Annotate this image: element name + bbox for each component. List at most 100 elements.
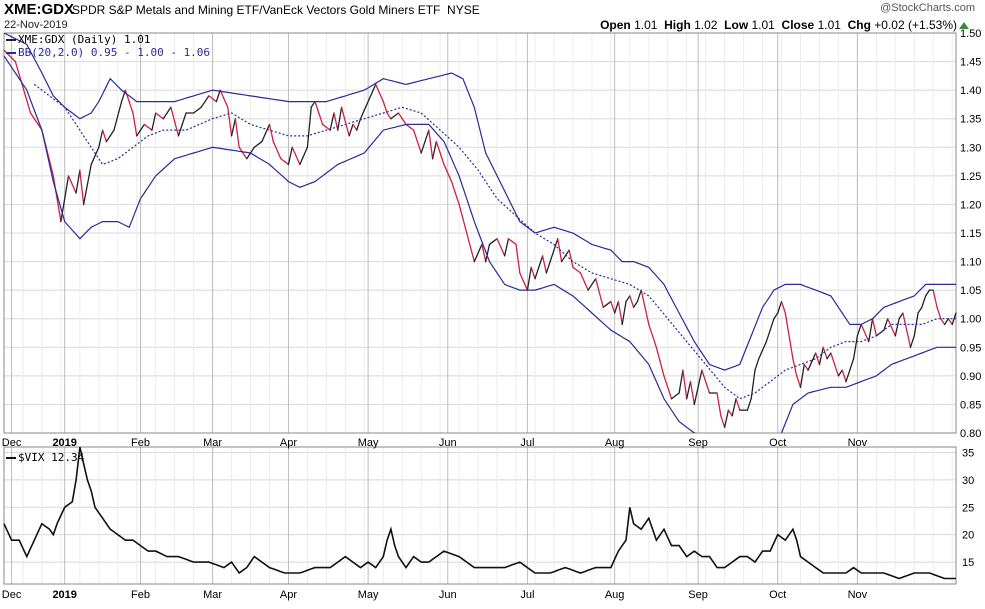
price-legend-swatch (6, 39, 16, 41)
x-tick-label: Jul (520, 437, 534, 449)
vix-line (3, 446, 956, 580)
price-segment (287, 146, 293, 166)
price-segment (143, 123, 149, 128)
price-segment (101, 129, 108, 143)
price-segment (504, 238, 510, 257)
price-segment (485, 243, 491, 263)
price-segment (390, 115, 396, 120)
up-arrow-icon (959, 22, 969, 29)
price-segment (249, 146, 255, 154)
price-segment (340, 106, 347, 123)
price-segment (815, 352, 821, 366)
price-segment (14, 60, 20, 76)
price-segment (549, 249, 555, 263)
price-segment (610, 300, 616, 314)
price-segment (788, 335, 794, 360)
price-segment (158, 115, 164, 120)
price-segment (682, 369, 688, 400)
price-segment (720, 415, 726, 428)
x-tick-label: Sep (688, 437, 708, 449)
panel-frames (3, 32, 957, 585)
price-segment (519, 272, 525, 283)
vix-y-tick-label: 20 (962, 530, 974, 542)
low-value: 1.01 (751, 18, 775, 32)
price-segment (223, 98, 229, 108)
price-segment (394, 112, 400, 117)
price-segment (868, 318, 874, 343)
price-segment (754, 358, 760, 371)
price-segment (572, 266, 578, 271)
vix-panel-frame (3, 446, 957, 585)
price-segment (90, 155, 96, 166)
price-segment (530, 266, 536, 280)
price-segment (136, 129, 142, 137)
x-tick-label: Nov (848, 437, 868, 449)
x-tick-label: Jun (439, 437, 457, 449)
price-segment (454, 192, 460, 206)
vix-legend-text: $VIX 12.34 (18, 451, 85, 464)
bb-middle-line (33, 83, 956, 400)
price-segment (268, 123, 274, 143)
price-segment (761, 340, 768, 351)
price-segment (947, 318, 953, 326)
price-y-tick-label: 1.20 (960, 199, 981, 211)
price-panel-frame (3, 32, 957, 434)
x-tick-label: Aug (605, 437, 625, 449)
price-segment (359, 109, 365, 120)
price-segment (82, 183, 89, 206)
price-segment (799, 363, 805, 388)
price-segment (439, 152, 445, 166)
price-segment (496, 238, 502, 248)
price-segment (306, 106, 312, 148)
price-segment (257, 140, 263, 146)
price-segment (727, 409, 733, 417)
price-segment (10, 57, 17, 63)
price-segment (29, 112, 35, 120)
x-tick-label: Oct (769, 437, 786, 449)
price-segment (925, 289, 931, 297)
price-segment (386, 112, 392, 120)
price-segment (511, 240, 517, 246)
price-segment (792, 358, 798, 377)
price-y-tick-label: 0.80 (960, 428, 981, 440)
price-y-tick-label: 1.40 (960, 85, 981, 97)
chart-description: SPDR S&P Metals and Mining ETF/VanEck Ve… (72, 3, 480, 17)
price-segment (128, 100, 134, 114)
price-segment (602, 303, 608, 308)
price-segment (363, 100, 369, 111)
open-value: 1.01 (634, 18, 658, 32)
price-segment (894, 318, 900, 337)
price-segment (265, 123, 271, 134)
price-segment (723, 409, 730, 428)
price-segment (124, 89, 130, 103)
price-segment (113, 115, 119, 131)
price-segment (731, 398, 737, 417)
price-segment (644, 306, 650, 326)
price-segment (803, 363, 809, 371)
price-segment (466, 232, 472, 248)
price-segment (280, 158, 286, 163)
price-segment (902, 312, 908, 331)
chg-value: +0.02 (+1.53%) (874, 18, 957, 32)
price-segment (367, 92, 373, 103)
price-segment (329, 112, 335, 131)
bb-legend: BB(20,2.0) 0.95 - 1.00 - 1.06 (6, 46, 210, 59)
price-segment (807, 360, 813, 371)
price-segment (284, 160, 290, 166)
symbol: XME:GDX (4, 1, 75, 18)
price-segment (147, 126, 153, 131)
price-segment (705, 380, 711, 394)
price-segment (579, 272, 585, 283)
price-segment (716, 392, 722, 417)
vix-y-tick-label: 25 (962, 502, 974, 514)
price-segment (534, 266, 540, 280)
price-segment (375, 83, 381, 94)
price-segment (424, 129, 430, 143)
x-tick-label: Mar (203, 437, 222, 449)
vix-y-tick-label: 30 (962, 475, 974, 487)
price-segment (132, 112, 138, 137)
price-segment (162, 112, 168, 120)
price-segment (79, 169, 85, 206)
x-tick-label: Dec (2, 437, 22, 449)
